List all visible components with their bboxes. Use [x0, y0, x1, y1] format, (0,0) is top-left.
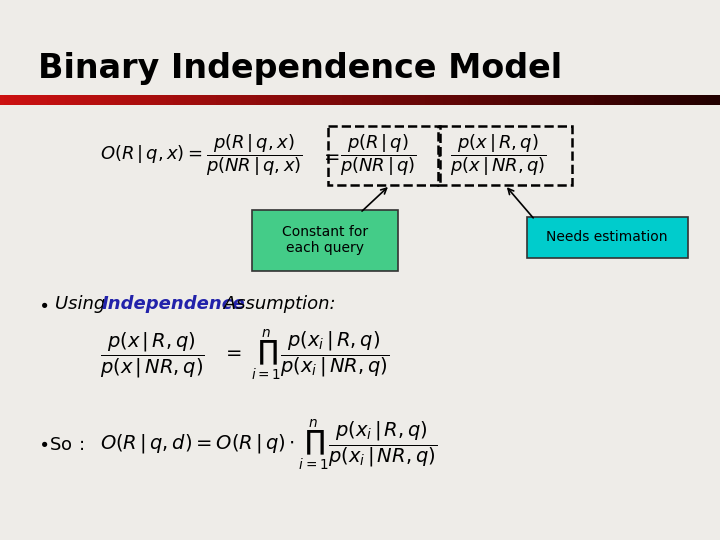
FancyBboxPatch shape — [252, 210, 398, 271]
FancyBboxPatch shape — [527, 217, 688, 258]
Text: $\dfrac{p(x\,|\,R,q)}{p(x\,|\,NR,q)}$: $\dfrac{p(x\,|\,R,q)}{p(x\,|\,NR,q)}$ — [100, 330, 204, 380]
Text: $=$: $=$ — [320, 145, 340, 165]
Text: Constant for
each query: Constant for each query — [282, 225, 368, 255]
Text: Independence: Independence — [102, 295, 246, 313]
Text: $\cdot$: $\cdot$ — [435, 145, 441, 165]
Text: $O(R\,|\,q,x) = \dfrac{p(R\,|\,q,x)}{p(NR\,|\,q,x)}$: $O(R\,|\,q,x) = \dfrac{p(R\,|\,q,x)}{p(N… — [100, 132, 302, 178]
Text: Assumption:: Assumption: — [218, 295, 336, 313]
Text: $\bullet$So$\,:$: $\bullet$So$\,:$ — [38, 436, 84, 454]
Text: $O(R\,|\,q,d) = O(R\,|\,q)\cdot\prod_{i=1}^{n}\dfrac{p(x_i\,|\,R,q)}{p(x_i\,|\,N: $O(R\,|\,q,d) = O(R\,|\,q)\cdot\prod_{i=… — [100, 417, 437, 472]
Bar — [0, 95, 720, 105]
Text: Using: Using — [55, 295, 111, 313]
Text: $\dfrac{p(R\,|\,q)}{p(NR\,|\,q)}$: $\dfrac{p(R\,|\,q)}{p(NR\,|\,q)}$ — [340, 132, 417, 178]
Text: $\bullet$: $\bullet$ — [38, 295, 48, 313]
Text: Needs estimation: Needs estimation — [546, 230, 667, 244]
Text: Binary Independence Model: Binary Independence Model — [38, 52, 562, 85]
Text: $=\;\prod_{i=1}^{n}\dfrac{p(x_i\,|\,R,q)}{p(x_i\,|\,NR,q)}$: $=\;\prod_{i=1}^{n}\dfrac{p(x_i\,|\,R,q)… — [222, 327, 390, 382]
Text: $\dfrac{p(x\,|\,R,q)}{p(x\,|\,NR,q)}$: $\dfrac{p(x\,|\,R,q)}{p(x\,|\,NR,q)}$ — [450, 132, 546, 178]
